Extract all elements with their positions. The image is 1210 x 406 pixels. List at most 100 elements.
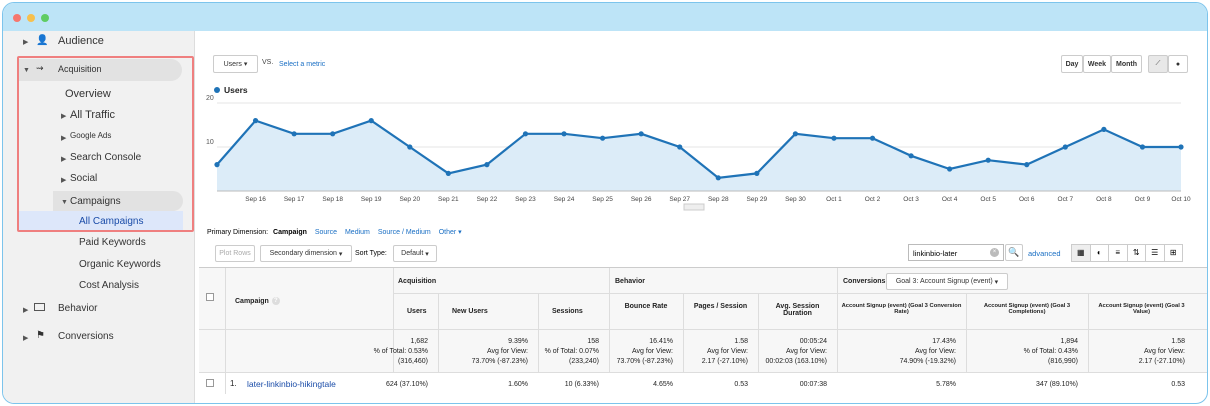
data-point[interactable] [908, 153, 914, 159]
group-divider [393, 293, 1207, 294]
search-icon[interactable]: 🔍 [1005, 244, 1023, 261]
pivot-view-icon[interactable]: ⊞ [1169, 248, 1177, 257]
totals-cell: 1,682% of Total: 0.53% (316,460) [373, 338, 428, 365]
line-chart-icon[interactable]: ⟋ [1148, 55, 1168, 73]
plot-rows-button[interactable]: Plot Rows [215, 245, 255, 262]
column-header[interactable]: Account Signup (event) (Goal 3 Completio… [983, 303, 1071, 315]
data-point[interactable] [792, 131, 799, 137]
data-point[interactable] [368, 118, 374, 124]
row-checkbox[interactable] [206, 379, 214, 387]
campaign-header[interactable]: Campaign? [235, 297, 280, 305]
series-line [216, 119, 1181, 179]
data-point[interactable] [1024, 162, 1030, 168]
motion-chart-icon[interactable]: ● [1168, 55, 1188, 73]
select-metric-link[interactable]: Select a metric [279, 61, 326, 68]
data-point[interactable] [1101, 126, 1107, 132]
column-header[interactable]: New Users [452, 308, 488, 315]
data-point[interactable] [445, 170, 451, 176]
x-tick-label: Oct 9 [1135, 196, 1151, 203]
behavior-group-header: Behavior [615, 278, 645, 285]
data-point[interactable] [985, 157, 991, 163]
data-point[interactable] [1178, 144, 1184, 150]
row-index: 1. [230, 379, 237, 388]
data-point[interactable] [600, 135, 606, 141]
sidebar-label: Social [70, 173, 98, 184]
sidebar: ▶ 👤 Audience ▼ ⇝ Acquisition Overview ▶ A… [3, 31, 195, 403]
data-point[interactable] [214, 162, 220, 168]
pie-view-icon[interactable]: ◐ [1091, 245, 1109, 261]
term-cloud-view-icon[interactable]: ☰ [1146, 245, 1165, 261]
dimension-campaign[interactable]: Campaign [273, 229, 307, 236]
dimension-source[interactable]: Source [314, 229, 338, 236]
sort-type-select[interactable]: Default ▾ [393, 245, 437, 262]
close-window-icon[interactable] [13, 14, 21, 22]
help-icon[interactable]: ? [271, 297, 280, 305]
acquisition-highlight [17, 59, 182, 81]
column-header[interactable]: Account Signup (event) (Goal 3 Value) [1098, 303, 1185, 315]
sidebar-label: Conversions [58, 331, 114, 342]
x-tick-label: Oct 4 [942, 196, 958, 203]
performance-view-icon[interactable]: ≡ [1109, 245, 1128, 261]
data-point[interactable] [330, 131, 336, 137]
data-point[interactable] [291, 131, 297, 137]
secondary-dimension-select[interactable]: Secondary dimension ▾ [260, 245, 352, 262]
column-header[interactable]: Bounce Rate [624, 303, 668, 310]
vs-label: VS. [262, 59, 274, 66]
column-header[interactable]: Sessions [552, 308, 583, 315]
x-tick-label: Sep 18 [322, 196, 343, 203]
data-point[interactable] [252, 118, 259, 124]
month-button[interactable]: Month [1111, 55, 1142, 73]
data-point[interactable] [522, 131, 529, 137]
data-point[interactable] [407, 144, 413, 150]
data-point[interactable] [947, 166, 953, 172]
chart-resize-handle[interactable] [683, 203, 705, 211]
sidebar-label: Organic Keywords [79, 259, 161, 270]
x-tick-label: Oct 7 [1058, 196, 1074, 203]
data-point[interactable] [561, 131, 567, 137]
x-tick-label: Sep 30 [785, 196, 806, 203]
caret-right-icon: ▶ [61, 156, 67, 163]
data-point[interactable] [869, 135, 876, 141]
dimension-medium[interactable]: Medium [344, 229, 370, 236]
data-point[interactable] [754, 170, 760, 176]
totals-cell: 158% of Total: 0.07% (233,240) [544, 338, 599, 365]
select-all-checkbox[interactable] [206, 293, 214, 301]
column-header[interactable]: Account Signup (event) (Goal 3 Conversio… [841, 303, 962, 315]
data-point[interactable] [831, 135, 837, 141]
column-header[interactable]: Avg. Session Duration [775, 303, 820, 317]
table-search-input[interactable]: linkinbio-later × [908, 244, 1004, 261]
advanced-link[interactable]: advanced [1028, 249, 1061, 258]
row-cell: 0.53 [734, 381, 748, 388]
header-divider [199, 329, 1207, 330]
table-view-icon[interactable]: ▦ [1072, 245, 1091, 261]
sidebar-label: Overview [65, 88, 111, 100]
clear-icon[interactable]: × [990, 248, 999, 257]
sort-type-label: Sort Type: [355, 250, 387, 257]
data-point[interactable] [715, 175, 721, 181]
campaign-link[interactable]: later-linkinbio-hikingtale [247, 379, 336, 389]
day-button[interactable]: Day [1061, 55, 1083, 73]
behavior-icon [34, 303, 45, 311]
metric-select[interactable]: Users ▾ [213, 55, 258, 73]
legend-label: Users [224, 85, 248, 95]
dimension-other[interactable]: Other [438, 229, 457, 236]
data-point[interactable] [638, 131, 644, 137]
week-button[interactable]: Week [1083, 55, 1111, 73]
data-point[interactable] [484, 162, 490, 168]
data-point[interactable] [1139, 144, 1146, 150]
goal-select[interactable]: Goal 3: Account Signup (event) ▾ [886, 273, 1008, 290]
totals-cell: 1.58 Avg for View: 2.17 (-27.10%) [1138, 338, 1185, 365]
column-header[interactable]: Pages / Session [693, 303, 748, 310]
comparison-view-icon[interactable]: ⇅ [1128, 245, 1146, 261]
minimize-window-icon[interactable] [27, 14, 35, 22]
column-header[interactable]: Users [407, 308, 427, 315]
maximize-window-icon[interactable] [41, 14, 49, 22]
x-tick-label: Sep 22 [477, 196, 498, 203]
data-point[interactable] [1062, 144, 1068, 150]
x-tick-label: Oct 6 [1019, 196, 1035, 203]
data-point[interactable] [677, 144, 683, 150]
dimension-source-medium[interactable]: Source / Medium [377, 229, 431, 236]
caret-down-icon: ▼ [61, 199, 68, 206]
caret-right-icon: ▶ [23, 335, 29, 342]
x-tick-label: Sep 28 [708, 196, 729, 203]
